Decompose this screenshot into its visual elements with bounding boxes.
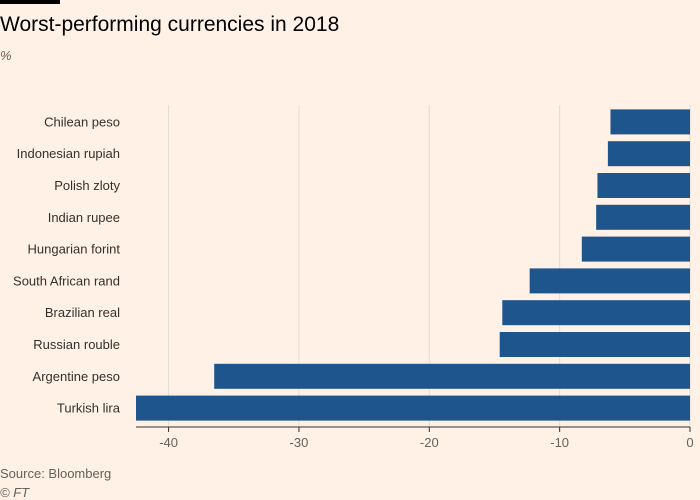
x-tick-label: -30 [290, 435, 309, 450]
category-label: Indian rupee [48, 210, 120, 225]
category-label: Indonesian rupiah [17, 146, 120, 161]
category-label: Turkish lira [57, 401, 121, 416]
x-axis: -40 -30 -20 -10 0 [136, 426, 694, 450]
bar-chart: Chilean peso Indonesian rupiah Polish zlot… [13, 105, 694, 450]
bar [136, 395, 690, 421]
x-tick-label: -40 [159, 435, 178, 450]
copyright-note: © FT [0, 485, 30, 500]
bar [596, 204, 690, 230]
bar [529, 268, 690, 294]
x-tick-label: 0 [686, 435, 693, 450]
bar [597, 173, 690, 198]
chart-unit: % [0, 48, 12, 63]
category-label: Chilean peso [44, 114, 120, 129]
bar [502, 300, 690, 326]
x-tick-label: -20 [420, 435, 439, 450]
bar [214, 363, 690, 389]
bar [610, 109, 690, 135]
bar [499, 332, 690, 357]
category-label: Polish zloty [54, 178, 120, 193]
category-labels: Chilean peso Indonesian rupiah Polish zlot… [13, 114, 121, 415]
category-label: Brazilian real [45, 305, 120, 320]
brand-bar [0, 0, 60, 4]
category-label: Hungarian forint [28, 242, 121, 257]
bar [581, 236, 690, 262]
chart-title: Worst-performing currencies in 2018 [0, 13, 340, 36]
category-label: Argentine peso [33, 369, 120, 384]
bar [607, 141, 690, 167]
category-label: Russian rouble [33, 337, 120, 352]
bars [136, 109, 690, 421]
x-tick-label: -10 [550, 435, 569, 450]
source-note: Source: Bloomberg [0, 466, 112, 481]
category-label: South African rand [13, 273, 120, 288]
